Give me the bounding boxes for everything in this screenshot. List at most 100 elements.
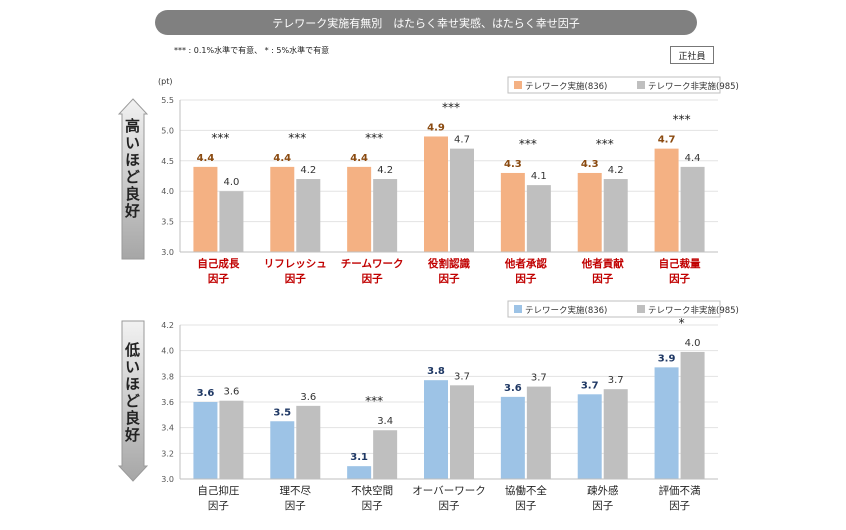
- top-data-label: 4.7: [454, 135, 470, 146]
- bottom-bar-not-implemented: [219, 400, 244, 479]
- bottom-bar-not-implemented: [450, 385, 474, 479]
- top-category-label: 因子: [362, 273, 383, 285]
- top-unit-label: (pt): [158, 77, 172, 86]
- top-legend-label: テレワーク非実施(985): [648, 81, 739, 92]
- bottom-significance-mark: *: [679, 316, 685, 330]
- top-category-label: 他者承認: [504, 257, 547, 270]
- top-bar-not-implemented: [219, 191, 244, 252]
- top-data-label: 4.4: [350, 153, 368, 164]
- top-bar-not-implemented: [680, 166, 705, 252]
- bottom-category-label: 因子: [592, 500, 613, 512]
- bottom-legend-swatch: [637, 305, 645, 313]
- top-bar-implemented: [270, 166, 295, 252]
- employee-type-badge: 正社員: [670, 46, 714, 64]
- down-arrow-icon: [118, 320, 148, 482]
- top-category-label: 因子: [285, 273, 306, 285]
- top-y-tick-label: 3.5: [161, 218, 174, 227]
- top-category-label: リフレッシュ: [264, 258, 327, 270]
- bottom-bar-implemented: [577, 394, 602, 479]
- bottom-category-label: 因子: [208, 500, 229, 512]
- bottom-y-tick-label: 4.2: [161, 321, 174, 330]
- bottom-bar-implemented: [424, 380, 448, 479]
- bottom-y-tick-label: 3.6: [161, 398, 174, 407]
- bottom-data-label: 3.4: [377, 416, 393, 427]
- top-category-label: 因子: [439, 273, 460, 285]
- top-data-label: 4.3: [504, 159, 522, 170]
- top-legend-swatch: [637, 81, 645, 89]
- bottom-category-label: 疎外感: [587, 484, 619, 497]
- bottom-data-label: 3.7: [581, 380, 599, 391]
- top-y-tick-label: 4.5: [161, 157, 174, 166]
- bottom-bar-not-implemented: [680, 351, 705, 479]
- top-legend: [507, 76, 721, 94]
- bottom-legend-label: テレワーク非実施(985): [648, 305, 739, 316]
- bottom-data-label: 4.0: [685, 338, 701, 349]
- top-significance-mark: ***: [673, 113, 691, 127]
- bottom-data-label: 3.6: [197, 388, 215, 399]
- top-data-label: 4.4: [273, 153, 291, 164]
- bottom-bar-implemented: [500, 396, 525, 479]
- top-legend-label: テレワーク実施(836): [525, 81, 607, 92]
- higher-is-better-arrow: 高いほど良好: [118, 98, 148, 260]
- chart-title: テレワーク実施有無別 はたらく幸せ実感、はたらく幸せ因子: [155, 10, 697, 35]
- top-data-label: 4.1: [531, 171, 547, 182]
- top-bar-not-implemented: [603, 179, 628, 252]
- bottom-y-tick-label: 3.8: [161, 372, 174, 381]
- lower-is-better-label: 低いほど良好: [123, 342, 141, 444]
- bottom-category-label: 自己抑圧: [197, 484, 239, 497]
- top-significance-mark: ***: [596, 137, 614, 151]
- bottom-legend-label: テレワーク実施(836): [525, 305, 607, 316]
- bottom-category-label: 因子: [439, 500, 460, 512]
- bottom-category-label: 理不尽: [280, 485, 312, 497]
- bottom-bar-not-implemented: [603, 389, 628, 479]
- bottom-bar-implemented: [270, 421, 295, 479]
- bottom-bar-implemented: [654, 367, 679, 479]
- bottom-legend-swatch: [514, 305, 522, 313]
- bottom-data-label: 3.1: [350, 452, 368, 463]
- bottom-bar-not-implemented: [373, 430, 398, 479]
- top-data-label: 4.9: [427, 122, 445, 133]
- top-significance-mark: ***: [288, 131, 306, 145]
- top-significance-mark: ***: [211, 131, 229, 145]
- bottom-category-label: 因子: [362, 500, 383, 512]
- top-bar-not-implemented: [450, 148, 474, 252]
- top-bar-not-implemented: [526, 185, 551, 252]
- top-significance-mark: ***: [519, 137, 537, 151]
- bottom-y-tick-label: 3.0: [161, 475, 174, 484]
- top-category-label: 因子: [592, 273, 613, 285]
- top-data-label: 4.4: [197, 153, 215, 164]
- top-category-label: 他者貢献: [581, 257, 624, 270]
- top-category-label: 因子: [669, 273, 690, 285]
- top-category-label: 自己成長: [197, 257, 239, 270]
- bottom-y-tick-label: 4.0: [161, 347, 174, 356]
- top-significance-mark: ***: [442, 100, 460, 114]
- top-data-label: 4.0: [223, 177, 239, 188]
- top-bar-not-implemented: [373, 179, 398, 252]
- bottom-data-label: 3.7: [531, 373, 547, 384]
- bottom-category-label: 因子: [515, 500, 536, 512]
- top-data-label: 4.3: [581, 159, 599, 170]
- bottom-bar-implemented: [347, 466, 372, 479]
- top-bar-implemented: [193, 166, 218, 252]
- top-bar-implemented: [500, 172, 525, 252]
- bottom-data-label: 3.9: [658, 353, 676, 364]
- bottom-category-label: 協働不全: [505, 484, 547, 497]
- top-y-tick-label: 3.0: [161, 248, 174, 257]
- bottom-category-label: 不快空間: [351, 484, 393, 497]
- top-bar-not-implemented: [296, 179, 321, 252]
- bottom-data-label: 3.8: [427, 366, 445, 377]
- top-data-label: 4.7: [658, 135, 676, 146]
- bottom-category-label: 因子: [285, 500, 306, 512]
- bottom-legend: [507, 300, 721, 318]
- bottom-bar-not-implemented: [296, 405, 321, 479]
- significance-note: *** : 0.1%水準で有意、 * : 5%水準で有意: [174, 46, 330, 55]
- top-data-label: 4.2: [300, 165, 316, 176]
- bottom-category-label: オーバーワーク: [412, 485, 485, 497]
- bottom-data-label: 3.7: [454, 371, 470, 382]
- bottom-y-tick-label: 3.2: [161, 449, 174, 458]
- top-bar-implemented: [577, 172, 602, 252]
- top-bar-implemented: [424, 136, 448, 252]
- bottom-data-label: 3.6: [504, 383, 522, 394]
